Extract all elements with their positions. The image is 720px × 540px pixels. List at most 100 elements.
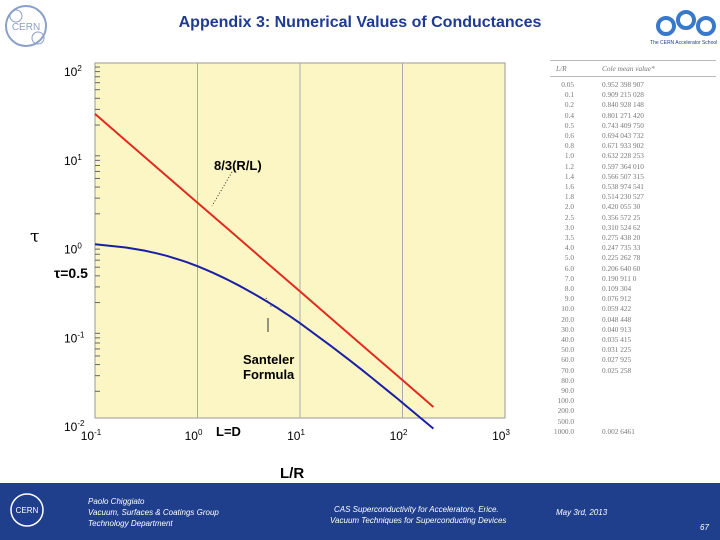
table-cell-lr: 1.0 xyxy=(564,151,574,161)
blue-curve-label-2: Formula xyxy=(243,367,295,382)
table-cell-value: 0.952 398 907 xyxy=(602,80,644,89)
series-line-red xyxy=(94,113,435,408)
footer-topic: Vacuum Techniques for Superconducting De… xyxy=(330,516,507,525)
table-row: 4.0 0.247 735 33 xyxy=(548,243,718,252)
table-row: 2.5 0.356 572 25 xyxy=(548,213,718,222)
table-cell-lr: 0.8 xyxy=(564,141,574,151)
table-cell-lr: 7.0 xyxy=(564,273,574,283)
pointer-red xyxy=(211,171,233,207)
cas-logo-icon xyxy=(656,10,716,36)
table-cell-value: 0.076 912 xyxy=(602,294,632,304)
table-row: 8.0 0.109 304 xyxy=(548,284,718,293)
table-cell-lr: 1.8 xyxy=(564,192,574,202)
table-cell-lr: 30.0 xyxy=(561,324,574,334)
table-cell-value: 0.597 364 010 xyxy=(602,161,644,171)
table-cell-value: 0.538 974 541 xyxy=(602,182,644,191)
table-cell-value: 0.566 507 315 xyxy=(602,171,644,181)
x-tick-label: 103 xyxy=(492,428,510,443)
table-row: 2.0 0.420 055 30 xyxy=(548,202,718,211)
series-line-blue xyxy=(94,243,435,430)
table-cell-value: 0.514 230 527 xyxy=(602,192,644,202)
table-cell-value: 0.190 911 0 xyxy=(602,273,637,283)
table-row: 0.05 0.952 398 907 xyxy=(548,80,718,89)
table-cell-lr: 200.0 xyxy=(557,406,574,416)
table-row: 10.0 0.059 422 xyxy=(548,304,718,313)
footer-cern-logo-icon: CERN xyxy=(10,493,44,527)
x-tick-label: 102 xyxy=(390,428,408,443)
table-row: 20.0 0.048 448 xyxy=(548,315,718,324)
x-tick-label: 101 xyxy=(287,428,305,443)
table-cell-value: 0.275 438 20 xyxy=(602,233,641,242)
table-cell-value: 0.743 409 750 xyxy=(602,120,644,130)
footer-author: Paolo Chiggiato xyxy=(88,497,145,506)
table-row: 100.0 xyxy=(548,396,718,405)
table-cell-value: 0.027 925 xyxy=(602,355,632,365)
table-row: 1.8 0.514 230 527 xyxy=(548,192,718,201)
footer-course: CAS Superconductivity for Accelerators, … xyxy=(334,505,499,514)
footer-department: Technology Department xyxy=(88,519,173,528)
table-cell-lr: 1000.0 xyxy=(553,426,574,436)
tau-half-label: τ=0.5 xyxy=(54,265,88,281)
table-cell-value: 0.040 913 xyxy=(602,324,632,334)
table-head-lr: L/R xyxy=(556,64,567,73)
y-tick-label: 101 xyxy=(64,153,82,168)
slide-footer: CERN Paolo Chiggiato Vacuum, Surfaces & … xyxy=(0,483,720,540)
table-cell-lr: 0.2 xyxy=(564,100,574,110)
grid-lines xyxy=(95,63,403,418)
table-cell-value: 0.632 228 253 xyxy=(602,151,644,161)
table-cell-lr: 80.0 xyxy=(561,375,574,385)
table-cell-lr: 3.0 xyxy=(564,222,574,232)
slide-title: Appendix 3: Numerical Values of Conducta… xyxy=(178,14,542,31)
table-cell-lr: 8.0 xyxy=(564,284,574,293)
table-cell-value: 0.048 448 xyxy=(602,314,632,324)
table-row: 90.0 xyxy=(548,386,718,395)
footer-page: 67 xyxy=(700,523,709,532)
table-cell-value: 0.356 572 25 xyxy=(602,212,641,222)
table-row: 200.0 xyxy=(548,406,718,415)
table-cell-lr: 100.0 xyxy=(557,396,574,406)
table-row: 3.5 0.275 438 20 xyxy=(548,233,718,242)
table-cell-lr: 5.0 xyxy=(564,253,574,263)
x-tick-label: 100 xyxy=(185,428,203,443)
table-cell-value: 0.420 055 30 xyxy=(602,202,641,212)
table-cell-value: 0.059 422 xyxy=(602,304,632,314)
table-cell-value: 0.840 928 148 xyxy=(602,100,644,110)
footer-date: May 3rd, 2013 xyxy=(556,508,608,517)
table-cell-lr: 1.2 xyxy=(564,161,574,171)
series-lines xyxy=(94,113,435,430)
table-cell-lr: 90.0 xyxy=(561,386,574,395)
table-cell-value: 0.206 640 60 xyxy=(602,263,641,273)
table-cell-value: 0.031 225 xyxy=(602,345,632,355)
cern-logo-icon: CERN xyxy=(5,5,47,47)
cas-logo-caption: The CERN Accelerator School xyxy=(650,40,718,46)
table-cell-lr: 10.0 xyxy=(561,304,574,314)
table-row: 80.0 xyxy=(548,376,718,385)
table-cell-lr: 1.4 xyxy=(564,171,574,181)
table-row: 0.1 0.909 215 028 xyxy=(548,90,718,99)
y-axis-label: τ xyxy=(30,227,40,247)
y-tick-label: 10-2 xyxy=(64,419,85,434)
table-row: 30.0 0.040 913 xyxy=(548,325,718,334)
x-tick-label: 10-1 xyxy=(81,428,102,443)
table-cell-value: 0.035 415 xyxy=(602,335,632,344)
table-cell-lr: 9.0 xyxy=(564,294,574,304)
table-row: 0.8 0.671 933 902 xyxy=(548,141,718,150)
table-cell-lr: 1.6 xyxy=(564,182,574,191)
table-cell-value: 0.225 262 78 xyxy=(602,253,641,263)
conductance-table: L/R Cole mean value* 0.05 0.952 398 907 0.… xyxy=(548,56,718,446)
table-cell-value: 0.801 271 420 xyxy=(602,110,644,120)
table-row: 3.0 0.310 524 62 xyxy=(548,223,718,232)
table-cell-value: 0.694 043 732 xyxy=(602,131,644,140)
table-row: 1.2 0.597 364 010 xyxy=(548,162,718,171)
table-row: 0.5 0.743 409 750 xyxy=(548,121,718,130)
table-row: 7.0 0.190 911 0 xyxy=(548,274,718,283)
table-cell-lr: 0.5 xyxy=(564,120,574,130)
table-cell-lr: 0.4 xyxy=(564,110,574,120)
table-row: 1000.0 0.002 6461 xyxy=(548,427,718,436)
table-cell-lr: 60.0 xyxy=(561,355,574,365)
x-axis-label: L/R xyxy=(280,465,305,482)
y-tick-label: 10-1 xyxy=(64,330,85,345)
table-cell-value: 0.109 304 xyxy=(602,284,632,293)
